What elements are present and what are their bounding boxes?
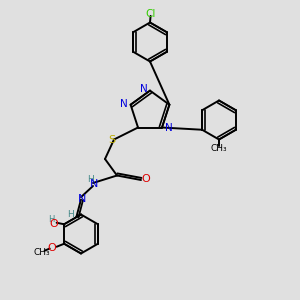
Text: H: H: [48, 215, 55, 224]
Text: N: N: [78, 194, 86, 205]
Text: N: N: [140, 84, 147, 94]
Text: O: O: [141, 174, 150, 184]
Text: N: N: [120, 99, 128, 109]
Text: CH₃: CH₃: [33, 248, 50, 257]
Text: H: H: [67, 210, 74, 219]
Text: Cl: Cl: [146, 9, 156, 19]
Text: O: O: [47, 243, 56, 253]
Text: H: H: [87, 176, 94, 184]
Text: O: O: [49, 219, 58, 229]
Text: N: N: [90, 179, 98, 189]
Text: CH₃: CH₃: [211, 144, 227, 153]
Text: S: S: [108, 135, 115, 145]
Text: N: N: [165, 123, 172, 133]
